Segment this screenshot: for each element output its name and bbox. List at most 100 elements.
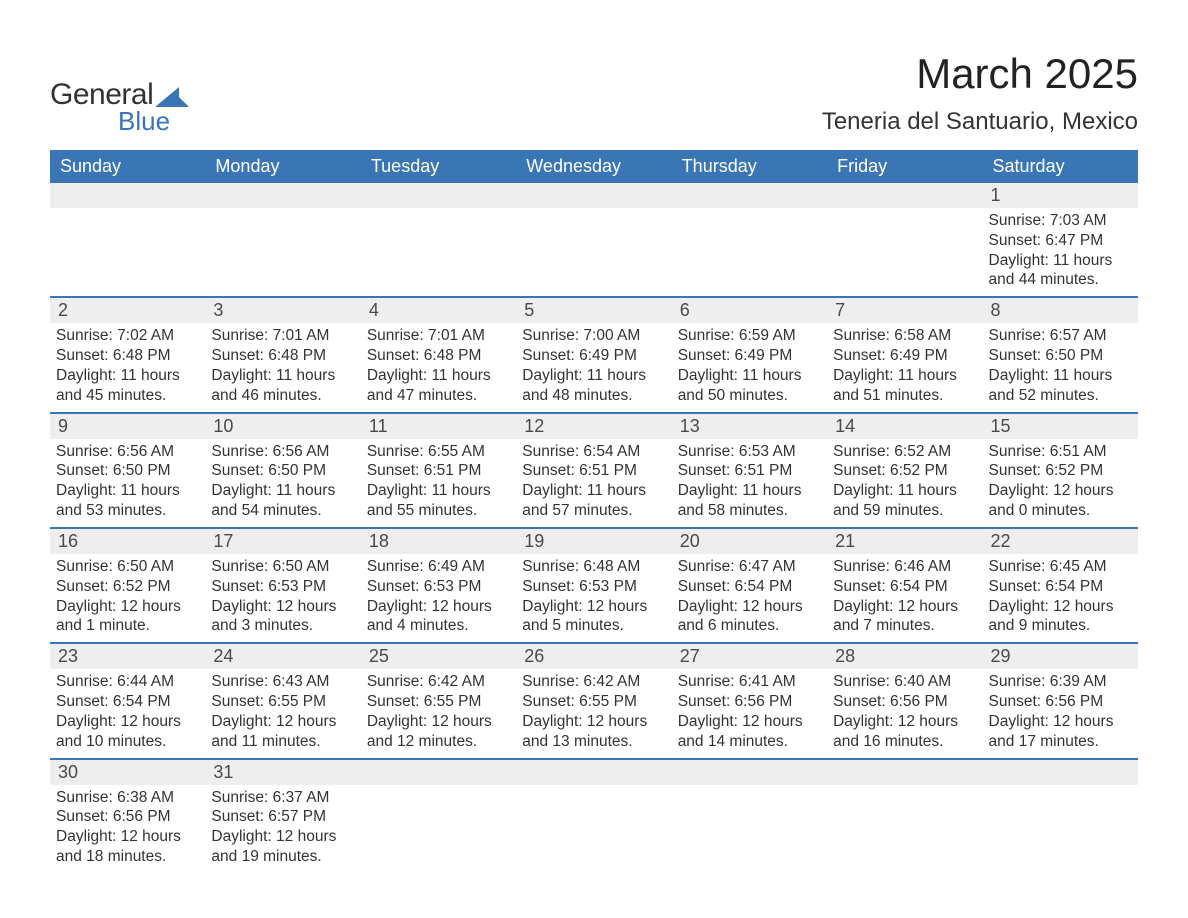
calendar-cell: 23Sunrise: 6:44 AMSunset: 6:54 PMDayligh… [50,644,205,757]
daylight2-text: and 14 minutes. [678,732,821,752]
daylight1-text: Daylight: 11 hours [211,366,354,386]
daylight2-text: and 19 minutes. [211,847,354,867]
sunrise-text: Sunrise: 6:51 AM [989,442,1132,462]
day-number: 14 [827,414,982,439]
sunrise-text: Sunrise: 6:41 AM [678,672,821,692]
cell-body [827,208,982,213]
daylight2-text: and 10 minutes. [56,732,199,752]
cell-body [672,785,827,790]
day-number: 28 [827,644,982,669]
daylight2-text: and 52 minutes. [989,386,1132,406]
sunrise-text: Sunrise: 6:40 AM [833,672,976,692]
cell-body: Sunrise: 6:42 AMSunset: 6:55 PMDaylight:… [361,669,516,753]
daylight2-text: and 48 minutes. [522,386,665,406]
cell-body [672,208,827,213]
daylight1-text: Daylight: 12 hours [56,827,199,847]
sunset-text: Sunset: 6:50 PM [56,461,199,481]
day-number: 20 [672,529,827,554]
cell-body [827,785,982,790]
day-number [516,183,671,208]
calendar-cell [827,760,982,873]
daylight1-text: Daylight: 12 hours [367,712,510,732]
day-number: 13 [672,414,827,439]
sunrise-text: Sunrise: 7:00 AM [522,326,665,346]
cell-body: Sunrise: 6:37 AMSunset: 6:57 PMDaylight:… [205,785,360,869]
sunrise-text: Sunrise: 6:43 AM [211,672,354,692]
sunrise-text: Sunrise: 6:49 AM [367,557,510,577]
week-row: 30Sunrise: 6:38 AMSunset: 6:56 PMDayligh… [50,760,1138,873]
calendar-cell: 26Sunrise: 6:42 AMSunset: 6:55 PMDayligh… [516,644,671,757]
day-header: Friday [827,150,982,183]
cell-body: Sunrise: 6:55 AMSunset: 6:51 PMDaylight:… [361,439,516,523]
calendar-cell: 2Sunrise: 7:02 AMSunset: 6:48 PMDaylight… [50,298,205,411]
sunset-text: Sunset: 6:47 PM [989,231,1132,251]
sunset-text: Sunset: 6:55 PM [367,692,510,712]
week-row: 23Sunrise: 6:44 AMSunset: 6:54 PMDayligh… [50,644,1138,759]
daylight1-text: Daylight: 12 hours [989,712,1132,732]
calendar-cell: 13Sunrise: 6:53 AMSunset: 6:51 PMDayligh… [672,414,827,527]
cell-body: Sunrise: 6:40 AMSunset: 6:56 PMDaylight:… [827,669,982,753]
day-number: 29 [983,644,1138,669]
daylight2-text: and 54 minutes. [211,501,354,521]
daylight2-text: and 57 minutes. [522,501,665,521]
cell-body: Sunrise: 6:39 AMSunset: 6:56 PMDaylight:… [983,669,1138,753]
calendar-cell: 28Sunrise: 6:40 AMSunset: 6:56 PMDayligh… [827,644,982,757]
day-header: Thursday [672,150,827,183]
calendar-cell [516,760,671,873]
daylight2-text: and 46 minutes. [211,386,354,406]
sunset-text: Sunset: 6:48 PM [56,346,199,366]
daylight2-text: and 45 minutes. [56,386,199,406]
daylight2-text: and 58 minutes. [678,501,821,521]
cell-body: Sunrise: 6:43 AMSunset: 6:55 PMDaylight:… [205,669,360,753]
daylight1-text: Daylight: 11 hours [56,366,199,386]
daylight2-text: and 16 minutes. [833,732,976,752]
cell-body [361,208,516,213]
day-number [361,760,516,785]
daylight2-text: and 11 minutes. [211,732,354,752]
calendar-cell: 21Sunrise: 6:46 AMSunset: 6:54 PMDayligh… [827,529,982,642]
calendar-cell: 12Sunrise: 6:54 AMSunset: 6:51 PMDayligh… [516,414,671,527]
daylight1-text: Daylight: 12 hours [989,597,1132,617]
calendar-cell: 19Sunrise: 6:48 AMSunset: 6:53 PMDayligh… [516,529,671,642]
sunset-text: Sunset: 6:51 PM [678,461,821,481]
daylight1-text: Daylight: 12 hours [989,481,1132,501]
sunrise-text: Sunrise: 6:50 AM [211,557,354,577]
brand-logo: General Blue [50,50,189,137]
day-number [361,183,516,208]
calendar-cell: 4Sunrise: 7:01 AMSunset: 6:48 PMDaylight… [361,298,516,411]
daylight1-text: Daylight: 12 hours [367,597,510,617]
daylight2-text: and 0 minutes. [989,501,1132,521]
daylight2-text: and 47 minutes. [367,386,510,406]
day-header-row: SundayMondayTuesdayWednesdayThursdayFrid… [50,150,1138,183]
daylight1-text: Daylight: 12 hours [56,597,199,617]
calendar-cell [672,183,827,296]
sunset-text: Sunset: 6:49 PM [833,346,976,366]
calendar-cell: 15Sunrise: 6:51 AMSunset: 6:52 PMDayligh… [983,414,1138,527]
sunset-text: Sunset: 6:57 PM [211,807,354,827]
daylight2-text: and 18 minutes. [56,847,199,867]
cell-body: Sunrise: 6:46 AMSunset: 6:54 PMDaylight:… [827,554,982,638]
daylight2-text: and 1 minute. [56,616,199,636]
week-row: 16Sunrise: 6:50 AMSunset: 6:52 PMDayligh… [50,529,1138,644]
calendar-cell: 25Sunrise: 6:42 AMSunset: 6:55 PMDayligh… [361,644,516,757]
sunset-text: Sunset: 6:48 PM [211,346,354,366]
cell-body: Sunrise: 6:54 AMSunset: 6:51 PMDaylight:… [516,439,671,523]
daylight1-text: Daylight: 11 hours [989,366,1132,386]
calendar-cell [361,183,516,296]
sunset-text: Sunset: 6:49 PM [678,346,821,366]
day-header: Sunday [50,150,205,183]
cell-body: Sunrise: 6:58 AMSunset: 6:49 PMDaylight:… [827,323,982,407]
daylight1-text: Daylight: 11 hours [56,481,199,501]
week-row: 2Sunrise: 7:02 AMSunset: 6:48 PMDaylight… [50,298,1138,413]
daylight1-text: Daylight: 12 hours [833,597,976,617]
sunset-text: Sunset: 6:56 PM [678,692,821,712]
sunset-text: Sunset: 6:53 PM [522,577,665,597]
cell-body: Sunrise: 6:44 AMSunset: 6:54 PMDaylight:… [50,669,205,753]
sunrise-text: Sunrise: 6:47 AM [678,557,821,577]
sunrise-text: Sunrise: 6:59 AM [678,326,821,346]
day-number: 2 [50,298,205,323]
day-number: 18 [361,529,516,554]
week-row: 1Sunrise: 7:03 AMSunset: 6:47 PMDaylight… [50,183,1138,298]
cell-body: Sunrise: 7:00 AMSunset: 6:49 PMDaylight:… [516,323,671,407]
sunset-text: Sunset: 6:56 PM [56,807,199,827]
